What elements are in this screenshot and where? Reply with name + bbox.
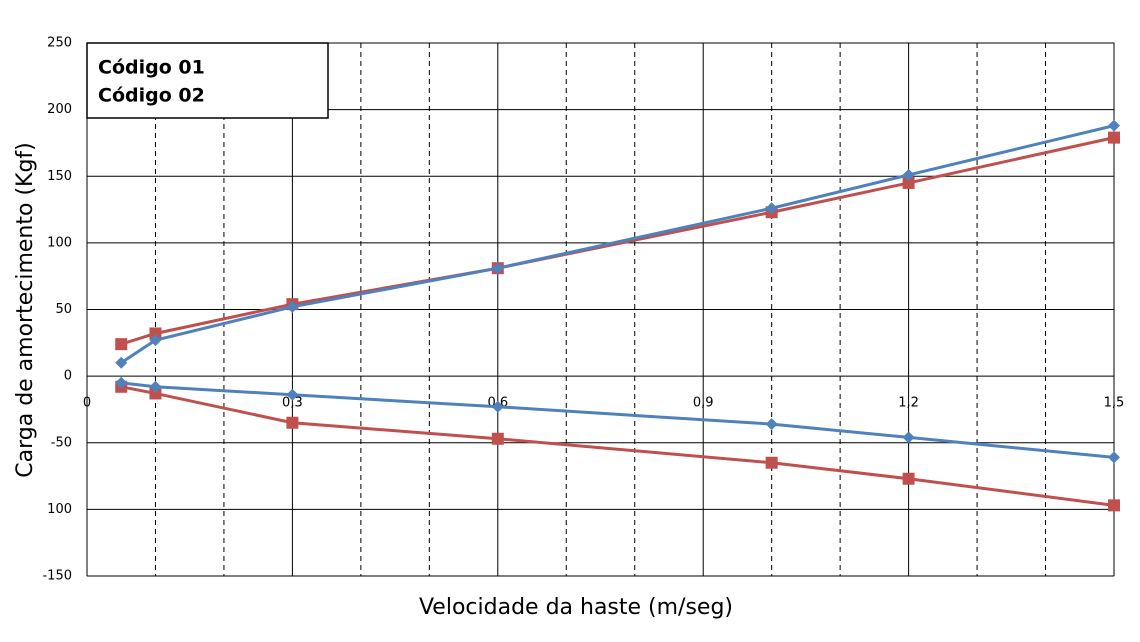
y-tick-label: 100 [47, 502, 72, 517]
marker [902, 168, 915, 181]
marker [765, 456, 778, 469]
marker [1108, 119, 1120, 132]
legend-box [86, 42, 329, 119]
marker [765, 418, 778, 431]
y-axis-title: Carga de amortecimento (Kgf) [13, 142, 38, 478]
marker [115, 356, 128, 369]
marker [286, 300, 299, 313]
y-tick-label: 0 [64, 369, 72, 384]
y-tick-label: 150 [47, 169, 72, 184]
marker [902, 431, 915, 444]
x-tick-label: 0 [83, 396, 91, 411]
marker [149, 380, 162, 393]
marker [149, 327, 162, 340]
series-line [120, 385, 1115, 507]
marker [115, 338, 128, 351]
marker [902, 176, 915, 189]
x-tick-label: 0,3 [282, 396, 303, 411]
y-tick-label: 250 [47, 36, 72, 51]
marker [491, 262, 504, 275]
marker [1108, 451, 1120, 464]
x-tick-label: 1,5 [1104, 396, 1125, 411]
marker [149, 387, 162, 400]
y-tick-label: 50 [55, 302, 72, 317]
marker [115, 376, 128, 389]
marker [491, 400, 504, 413]
marker [149, 334, 162, 347]
x-tick-label: 1,2 [898, 396, 919, 411]
y-tick-label: -50 [51, 435, 72, 450]
y-tick-label: 100 [47, 235, 72, 250]
marker [491, 432, 504, 445]
legend-label: Código 01 [98, 57, 205, 79]
series-line [121, 381, 1115, 459]
x-tick-label: 0,9 [693, 396, 714, 411]
marker [1108, 131, 1120, 144]
marker [765, 202, 778, 215]
y-tick-label: -150 [42, 569, 72, 584]
x-axis-title: Velocidade da haste (m/seg) [419, 595, 733, 620]
y-tick-label: 200 [47, 102, 72, 117]
legend-label: Código 02 [98, 85, 205, 107]
marker [1108, 499, 1120, 512]
marker [286, 416, 299, 429]
marker [286, 388, 299, 401]
marker [902, 472, 915, 485]
